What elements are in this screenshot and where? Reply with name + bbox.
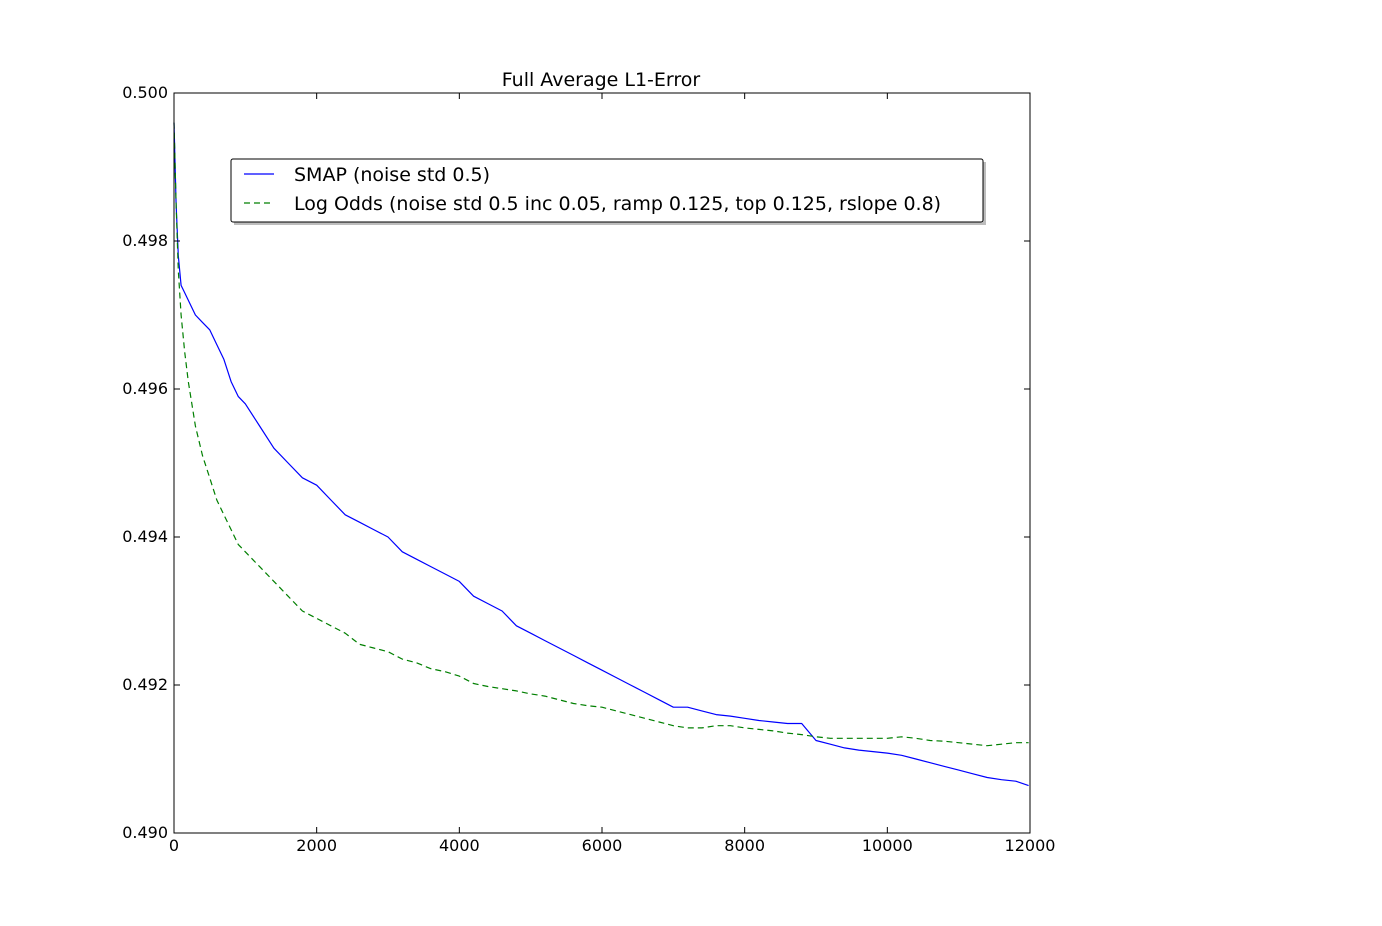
legend-label-2: Log Odds (noise std 0.5 inc 0.05, ramp 0…: [294, 193, 941, 215]
series-line-1: [173, 122, 1029, 787]
x-tick-label: 0: [169, 836, 179, 855]
y-tick-label: 0.494: [122, 527, 168, 546]
series-layer: [173, 122, 1029, 787]
x-tick-label: 6000: [582, 836, 623, 855]
legend-label-1: SMAP (noise std 0.5): [294, 164, 490, 186]
x-tick-label: 4000: [439, 836, 480, 855]
chart-title: Full Average L1-Error: [502, 69, 701, 91]
y-tick-label: 0.490: [122, 823, 168, 842]
y-tick-label: 0.500: [122, 83, 168, 102]
x-tick-label: 12000: [1005, 836, 1056, 855]
x-tick-label: 8000: [724, 836, 765, 855]
x-tick-label: 2000: [296, 836, 337, 855]
tick-layer: 0 2000 4000 6000 8000 10000 12000 0.490 0.492 0.4…: [122, 83, 1055, 855]
series-line-2: [173, 122, 1029, 747]
y-tick-label: 0.496: [122, 379, 168, 398]
legend-box: [230, 158, 984, 223]
legend: SMAP (noise std 0.5) Log Odds (noise std …: [230, 158, 986, 225]
x-tick-label: 10000: [862, 836, 913, 855]
y-tick-label: 0.492: [122, 675, 168, 694]
legend-items: SMAP (noise std 0.5) Log Odds (noise std …: [244, 164, 941, 215]
y-tick-label: 0.498: [122, 231, 168, 250]
